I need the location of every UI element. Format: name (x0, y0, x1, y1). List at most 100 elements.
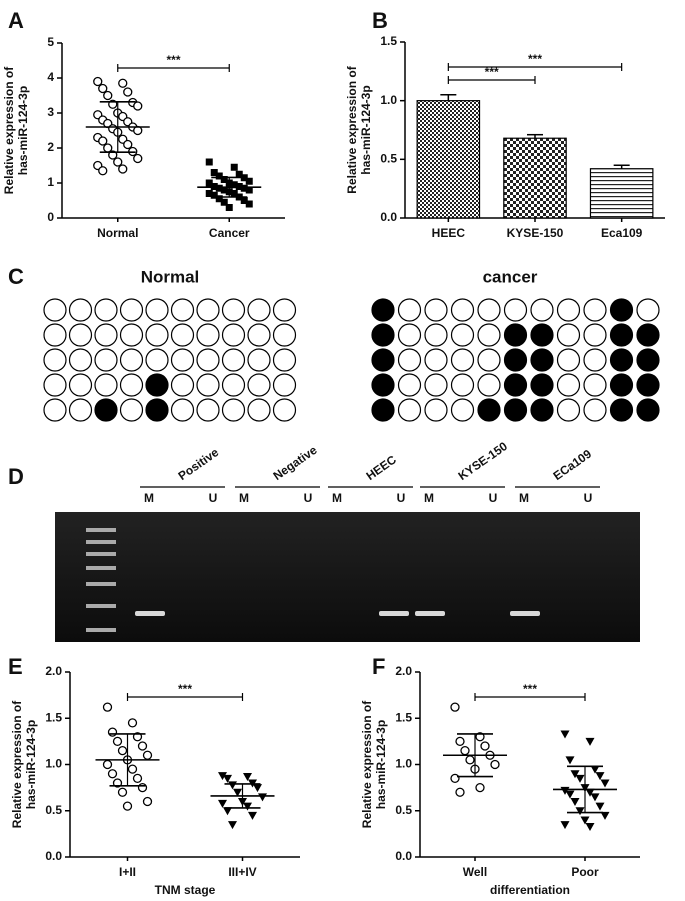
point (102, 702, 113, 712)
point (600, 811, 610, 820)
point (205, 190, 213, 197)
gel-band (415, 611, 445, 616)
point (93, 76, 103, 87)
x-tick-label: Normal (97, 226, 138, 240)
point (215, 172, 223, 180)
cpg-site (221, 323, 246, 347)
y-tick-label: 1.5 (380, 34, 397, 48)
panel-letter: F (372, 654, 385, 679)
cpg-site (397, 398, 422, 422)
x-axis-label: differentiation (490, 883, 570, 897)
y-tick-label: 1.5 (45, 710, 62, 724)
point (133, 101, 143, 111)
x-tick-label: KYSE-150 (507, 226, 564, 240)
cpg-site (119, 298, 144, 322)
cpg-site (371, 348, 395, 372)
gel-band (135, 611, 165, 616)
cpg-site (556, 298, 581, 322)
point (117, 787, 128, 797)
bar (589, 168, 654, 219)
cpg-site (530, 348, 554, 372)
cpg-site (247, 348, 271, 372)
point (132, 773, 143, 784)
point (570, 770, 580, 779)
y-tick-label: 1.0 (395, 757, 412, 771)
panel-letter: D (8, 464, 24, 489)
y-tick-label: 0.0 (395, 849, 412, 863)
cpg-site (583, 398, 607, 422)
cpg-site (636, 348, 660, 372)
y-axis-label: Relative expression of (10, 700, 24, 828)
cpg-site (247, 373, 271, 397)
y-tick-label: 0.5 (395, 803, 412, 817)
cpg-site (556, 373, 581, 397)
significance-label: *** (523, 682, 537, 696)
cpg-site (583, 298, 607, 322)
cpg-site (424, 298, 448, 322)
x-tick-label: HEEC (432, 226, 466, 240)
group-title: Normal (141, 267, 200, 286)
lane-label: Positive (176, 445, 222, 483)
cpg-site (94, 348, 118, 372)
y-tick-label: 1.5 (395, 710, 412, 724)
cpg-site (477, 348, 501, 372)
point (102, 759, 113, 770)
ladder (86, 528, 116, 632)
y-axis-label: has-miR-124-3p (16, 86, 30, 175)
y-tick-label: 1.0 (380, 93, 397, 107)
point (228, 781, 237, 790)
cpg-site (221, 298, 246, 322)
cpg-site (636, 373, 660, 397)
point (220, 186, 228, 194)
y-tick-label: 2 (47, 140, 54, 154)
cpg-site (609, 373, 634, 397)
well-label: M (239, 491, 249, 505)
point (595, 802, 605, 811)
y-tick-label: 2.0 (45, 664, 62, 678)
cpg-site (609, 323, 634, 347)
cpg-site (94, 373, 118, 397)
cpg-site (43, 298, 67, 322)
cpg-site (68, 323, 93, 347)
point (560, 730, 570, 739)
lane-label: ECa109 (551, 447, 595, 484)
bar (503, 137, 567, 219)
point (142, 796, 153, 807)
point (215, 184, 223, 192)
cpg-site (609, 348, 634, 372)
y-tick-label: 1 (47, 175, 54, 189)
point (465, 755, 475, 765)
cpg-site (145, 348, 169, 372)
point (240, 184, 248, 192)
y-tick-label: 3 (47, 105, 54, 119)
y-tick-label: 5 (47, 35, 54, 49)
point (220, 198, 228, 206)
point (122, 801, 133, 811)
cpg-site (530, 323, 554, 347)
point (210, 191, 218, 199)
point (585, 788, 595, 797)
cpg-site (68, 298, 93, 322)
significance-label: *** (166, 53, 180, 67)
point (137, 741, 148, 751)
x-tick-label: I+II (119, 865, 136, 879)
point (235, 170, 243, 178)
cpg-site (68, 348, 93, 372)
cpg-site (221, 373, 246, 397)
point (585, 737, 595, 746)
cpg-site (371, 373, 395, 397)
well-label: U (489, 491, 498, 505)
group-title: cancer (483, 267, 538, 286)
cpg-site (530, 373, 554, 397)
cpg-site (450, 398, 475, 422)
cpg-site (424, 398, 448, 422)
cpg-site (397, 298, 422, 322)
y-tick-label: 2.0 (395, 664, 412, 678)
cpg-site (503, 373, 528, 397)
point (230, 190, 238, 197)
cpg-site (145, 323, 169, 347)
point (112, 736, 123, 747)
point (590, 765, 600, 774)
point (253, 784, 262, 793)
